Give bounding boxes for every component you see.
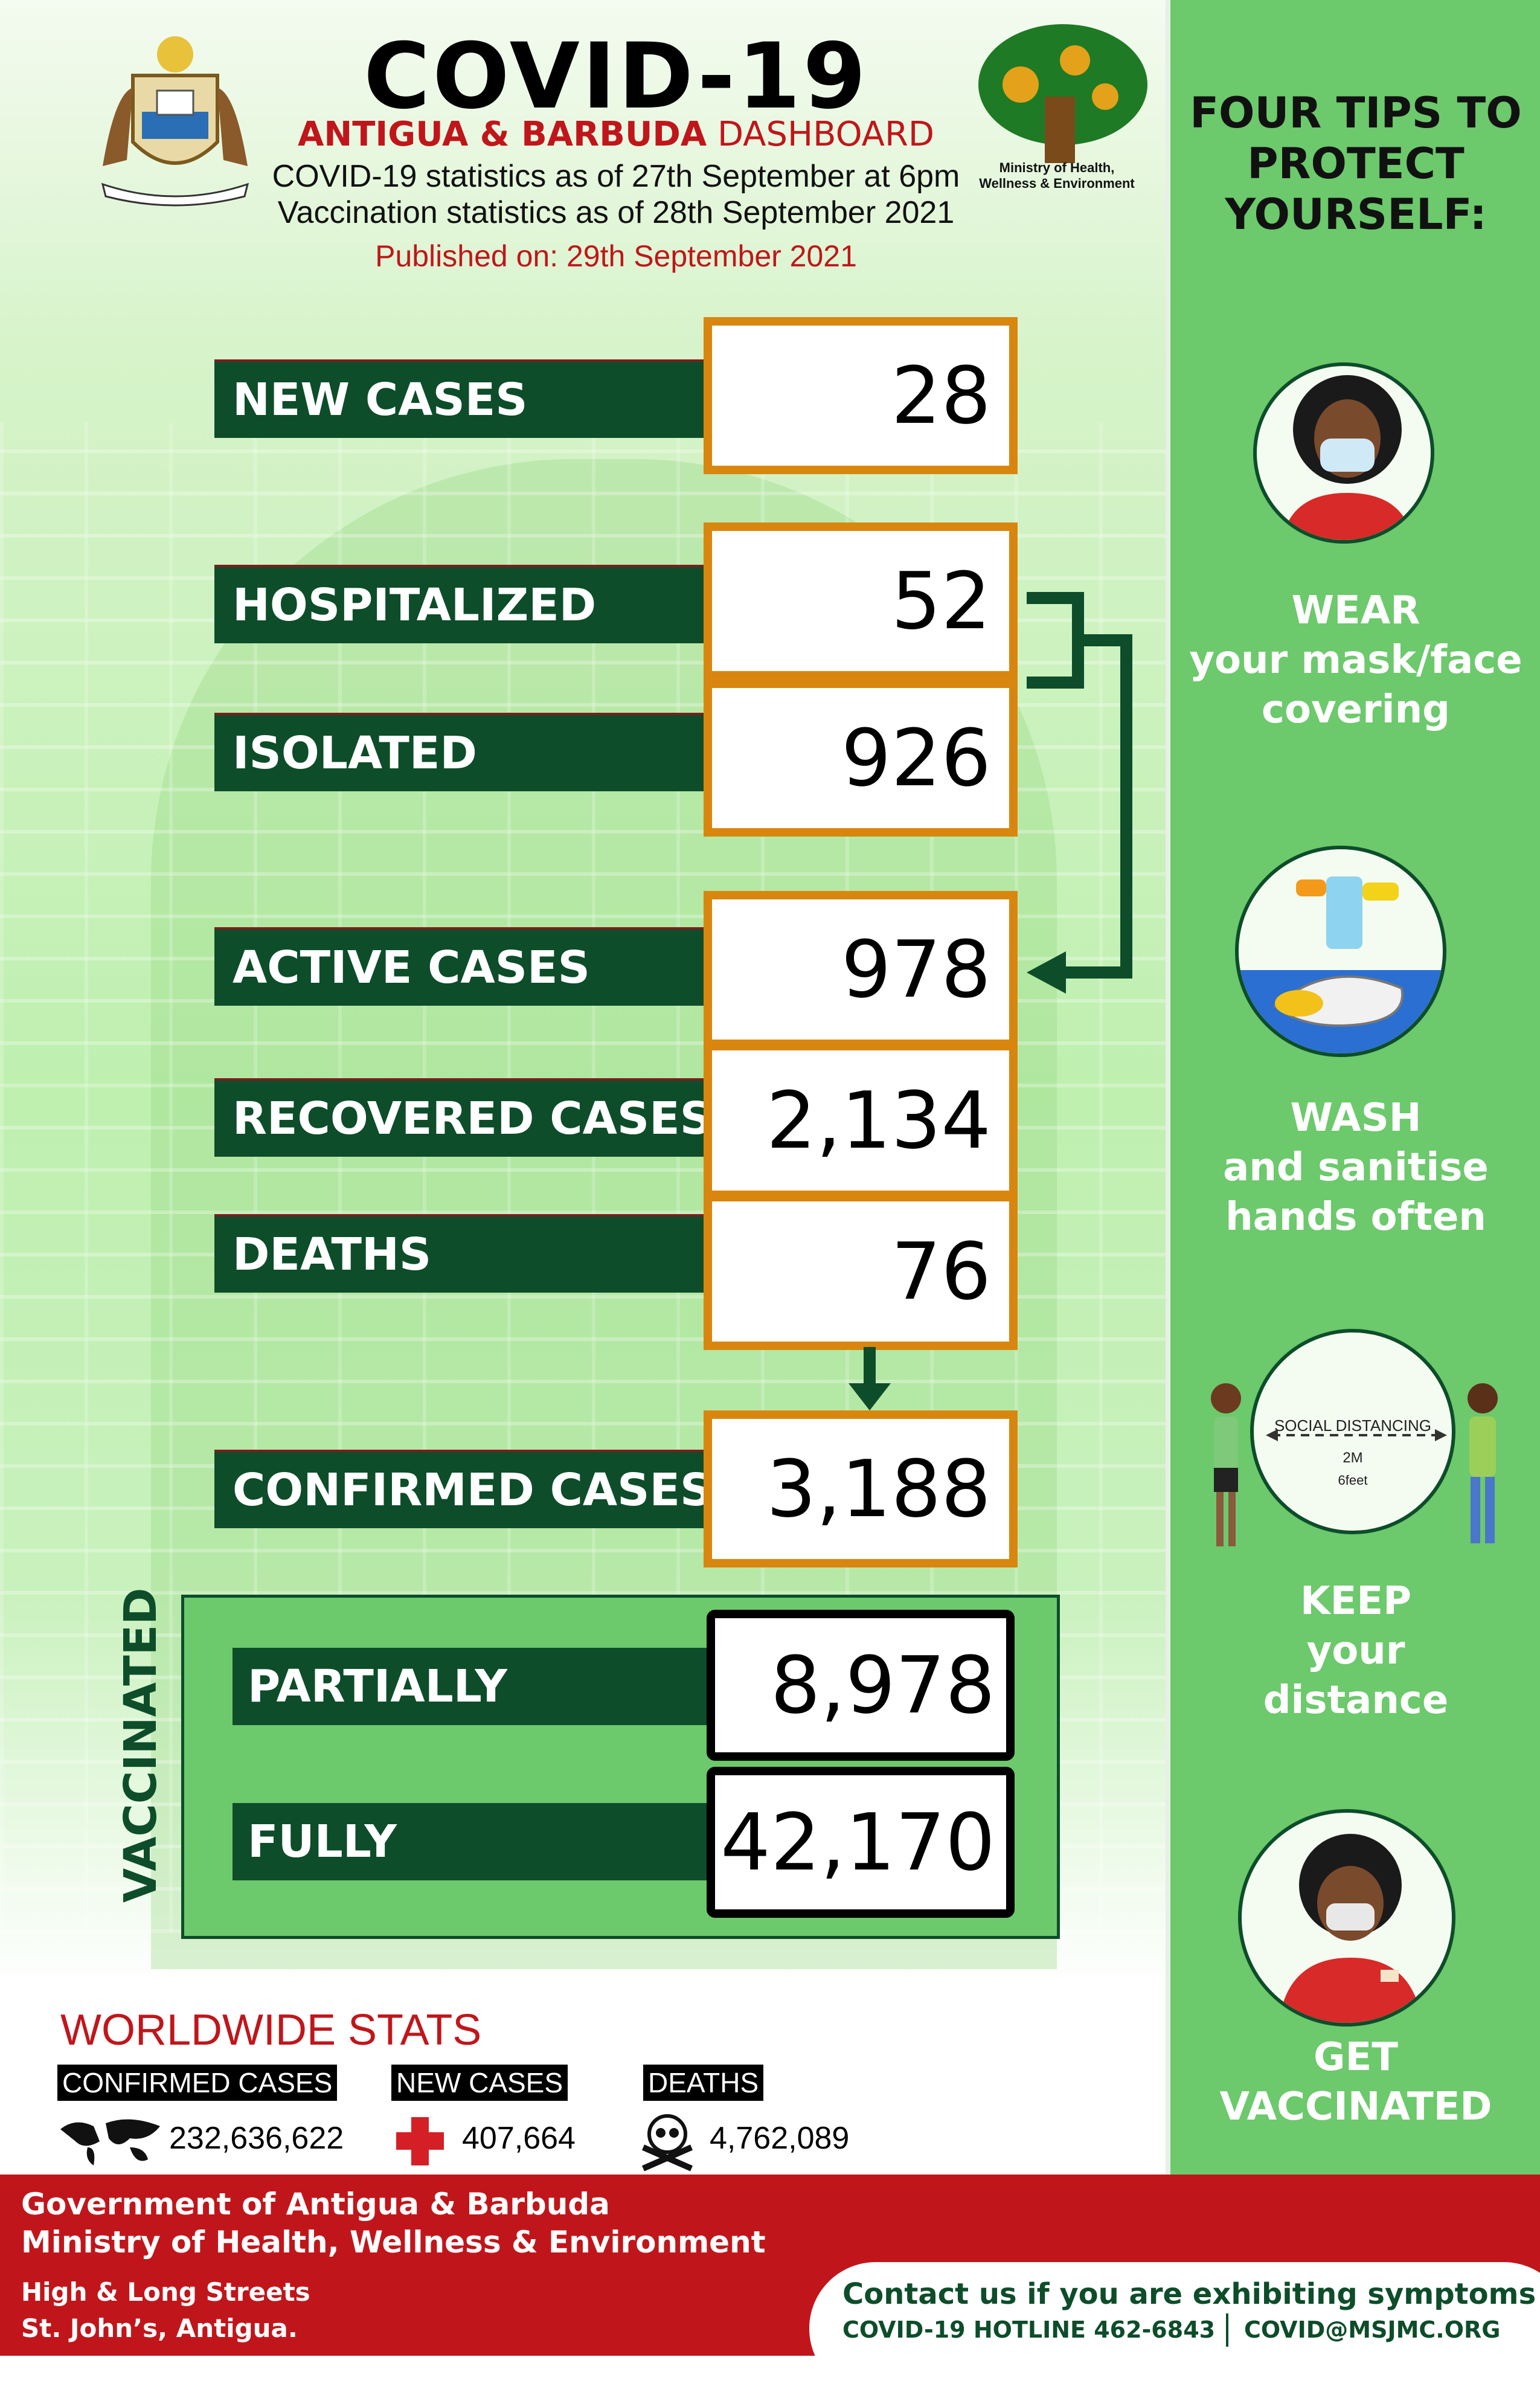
distance-tip-illustration (1250, 1329, 1455, 1534)
face-mask-icon (1282, 375, 1413, 540)
contact-email[interactable]: COVID@MSJMC.ORG (1244, 2316, 1501, 2343)
worldwide-confirmed-label: CONFIRMED CASES (57, 2065, 338, 2101)
social-distancing-icon (1266, 1429, 1447, 1441)
hotline-number[interactable]: COVID-19 HOTLINE 462-6843 (842, 2316, 1216, 2343)
ministry-name: Ministry of Health, Wellness & Environme… (21, 2225, 766, 2260)
government-name: Government of Antigua & Barbuda (21, 2187, 610, 2222)
world-map-icon (60, 2119, 160, 2165)
page-title: COVID-19 (364, 24, 868, 129)
ministry-tree-logo-icon (978, 24, 1147, 163)
wash-tip-text: WASH and sanitise hands often (1223, 1096, 1489, 1239)
ministry-logo-text: Ministry of Health, Wellness & Environme… (979, 160, 1135, 191)
worldwide-confirmed-value: 232,636,622 (169, 2121, 344, 2156)
fully-vaccinated-value: 42,170 (707, 1767, 1015, 1918)
worldwide-stats-title: WORLDWIDE STATS (60, 2006, 482, 2054)
red-cross-icon (396, 2117, 444, 2165)
deaths-value: 76 (704, 1193, 1018, 1350)
partially-vaccinated-value: 8,978 (707, 1610, 1015, 1761)
isolated-value: 926 (704, 680, 1018, 837)
distance-tip-text: KEEP your distance (1263, 1579, 1449, 1723)
isolated-label: ISOLATED (214, 713, 707, 791)
recovered-cases-label: RECOVERED CASES (214, 1078, 712, 1157)
mask-tip-illustration (1253, 362, 1434, 544)
worldwide-deaths-label: DEATHS (643, 2065, 764, 2101)
fully-vaccinated-label: FULLY (233, 1803, 716, 1880)
contact-message: Contact us if you are exhibiting symptom… (842, 2277, 1536, 2311)
distance-meters-text: 2M (1343, 1450, 1363, 1466)
dashboard-subtitle: ANTIGUA & BARBUDA DASHBOARD (297, 115, 935, 154)
sum-bracket-arrow-icon (1027, 592, 1132, 994)
vaccinated-title: VACCINATED (115, 1587, 167, 1903)
recovered-cases-value: 2,134 (704, 1042, 1018, 1199)
published-date: Published on: 29th September 2021 (375, 239, 857, 273)
hospitalized-label: HOSPITALIZED (214, 565, 707, 643)
vaccination-date-line: Vaccination statistics as of 28th Septem… (277, 195, 955, 230)
new-cases-value: 28 (704, 317, 1018, 474)
confirmed-cases-value: 3,188 (704, 1410, 1018, 1567)
skull-crossbones-icon (641, 2114, 693, 2172)
vaccine-tip-text: GET VACCINATED (1219, 2035, 1492, 2129)
person-right-icon (1468, 1383, 1498, 1543)
contact-divider (1226, 2313, 1228, 2347)
deaths-label: DEATHS (214, 1214, 707, 1293)
confirmed-cases-label: CONFIRMED CASES (214, 1450, 712, 1528)
address-line-1: High & Long Streets (21, 2277, 310, 2307)
down-arrow-icon (849, 1347, 891, 1410)
worldwide-deaths-value: 4,762,089 (710, 2121, 850, 2156)
coat-of-arms-icon (101, 36, 249, 207)
hospitalized-value: 52 (704, 522, 1018, 680)
vaccine-tip-illustration (1238, 1809, 1455, 2027)
worldwide-new-cases-value: 407,664 (462, 2121, 576, 2156)
vaccinated-person-icon (1279, 1834, 1422, 2023)
new-cases-label: NEW CASES (214, 359, 707, 438)
hand-washing-icon (1239, 876, 1443, 1053)
active-cases-label: ACTIVE CASES (214, 927, 707, 1006)
distance-feet-text: 6feet (1338, 1473, 1368, 1488)
mask-tip-text: WEAR your mask/face covering (1189, 588, 1522, 732)
partially-vaccinated-label: PARTIALLY (233, 1648, 716, 1725)
tips-title: FOUR TIPS TO PROTECT YOURSELF: (1190, 88, 1522, 239)
social-distancing-sign-text: SOCIAL DISTANCING (1274, 1416, 1432, 1435)
address-line-2: St. John’s, Antigua. (21, 2313, 298, 2343)
person-left-icon (1211, 1383, 1241, 1546)
worldwide-new-cases-label: NEW CASES (391, 2065, 568, 2101)
wash-tip-illustration (1235, 846, 1446, 1057)
stats-date-line: COVID-19 statistics as of 27th September… (272, 159, 960, 194)
active-cases-value: 978 (704, 891, 1018, 1048)
